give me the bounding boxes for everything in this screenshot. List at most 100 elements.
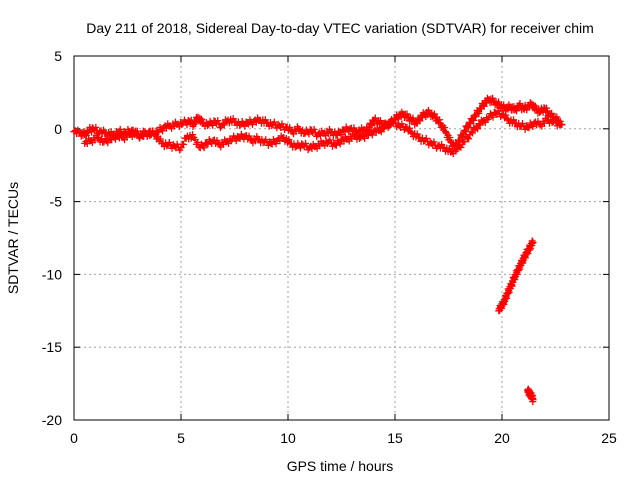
data-point [379, 123, 387, 131]
x-tick-label: 20 [494, 430, 510, 446]
data-point [543, 104, 551, 112]
data-point [219, 119, 227, 127]
x-tick-label: 25 [601, 430, 617, 446]
data-point [467, 128, 475, 136]
data-point [422, 134, 430, 142]
data-point [245, 132, 253, 140]
data-point [529, 122, 537, 130]
data-point [556, 120, 564, 128]
data-point [529, 238, 537, 246]
data-point [413, 130, 421, 138]
data-point [376, 126, 384, 134]
x-axis-label: GPS time / hours [287, 458, 394, 474]
data-point [376, 117, 384, 125]
data-point [213, 136, 221, 144]
data-point [198, 115, 206, 123]
data-point [430, 110, 438, 118]
data-point [470, 116, 478, 124]
data-point [291, 143, 299, 151]
data-point [529, 396, 537, 404]
data-point [442, 128, 450, 136]
data-point [468, 129, 476, 137]
data-point [390, 116, 398, 124]
data-point [112, 135, 120, 143]
data-point [310, 125, 318, 133]
data-point [502, 111, 510, 119]
data-point [503, 115, 511, 123]
data-point [361, 134, 369, 142]
y-tick-label: -10 [42, 266, 62, 282]
data-point [475, 120, 483, 128]
data-point [403, 110, 411, 118]
data-point [436, 116, 444, 124]
data-point [461, 138, 469, 146]
data-point [92, 123, 100, 131]
x-tick-label: 10 [280, 430, 296, 446]
data-point [194, 138, 202, 146]
y-tick-label: 0 [54, 121, 62, 137]
plot-frame [73, 55, 610, 421]
data-point [332, 131, 340, 139]
data-point [220, 121, 228, 129]
x-tick-label: 0 [70, 430, 78, 446]
data-point [551, 115, 559, 123]
data-point [476, 121, 484, 129]
data-point [104, 139, 112, 147]
data-point [200, 144, 208, 152]
chart-title: Day 211 of 2018, Sidereal Day-to-day VTE… [86, 20, 594, 36]
data-point [326, 136, 334, 144]
data-point [302, 139, 310, 147]
data-point [272, 140, 280, 148]
data-point [407, 128, 415, 136]
data-point [466, 120, 474, 128]
data-point [480, 102, 488, 110]
data-point [144, 131, 152, 139]
data-point [133, 127, 141, 135]
data-point [472, 123, 480, 131]
data-point [475, 109, 483, 117]
data-point [457, 143, 465, 151]
data-point [510, 116, 518, 124]
y-tick-label: -20 [42, 412, 62, 428]
data-point [406, 124, 414, 132]
data-point [236, 121, 244, 129]
data-point [305, 130, 313, 138]
x-tick-label: 5 [177, 430, 185, 446]
data-point [214, 117, 222, 125]
data-point [187, 116, 195, 124]
data-point [180, 140, 188, 148]
data-point [430, 138, 438, 146]
axis-ticks: 0 5 10 15 20 25 5 0 -5 -10 -15 -20 [42, 48, 617, 446]
data-point [441, 124, 449, 132]
y-tick-label: 5 [54, 48, 62, 64]
data-point [465, 135, 473, 143]
series-sdtvar-excursion [495, 237, 537, 315]
data-point [149, 127, 157, 135]
y-axis-label: SDTVAR / TECUs [5, 182, 21, 294]
data-point [159, 127, 167, 135]
data-point [489, 113, 497, 121]
data-point [295, 125, 303, 133]
data-point [350, 124, 358, 132]
data-point [377, 128, 385, 136]
data-point [156, 135, 164, 143]
data-point [209, 121, 217, 129]
data-point [380, 124, 388, 132]
data-point [94, 134, 102, 142]
data-point [548, 109, 556, 117]
series-sdtvar-secondary-trace [81, 107, 564, 158]
data-point [368, 122, 376, 130]
data-point [336, 140, 344, 148]
data-point [446, 134, 454, 142]
data-point [531, 102, 539, 110]
x-tick-label: 15 [387, 430, 403, 446]
data-point [416, 117, 424, 125]
data-point [285, 136, 293, 144]
series-sdtvar-excursion-low [524, 385, 537, 406]
data-point [456, 142, 464, 150]
y-tick-label: -15 [42, 339, 62, 355]
data-points [70, 94, 566, 406]
y-tick-label: -5 [50, 194, 63, 210]
data-point [474, 125, 482, 133]
